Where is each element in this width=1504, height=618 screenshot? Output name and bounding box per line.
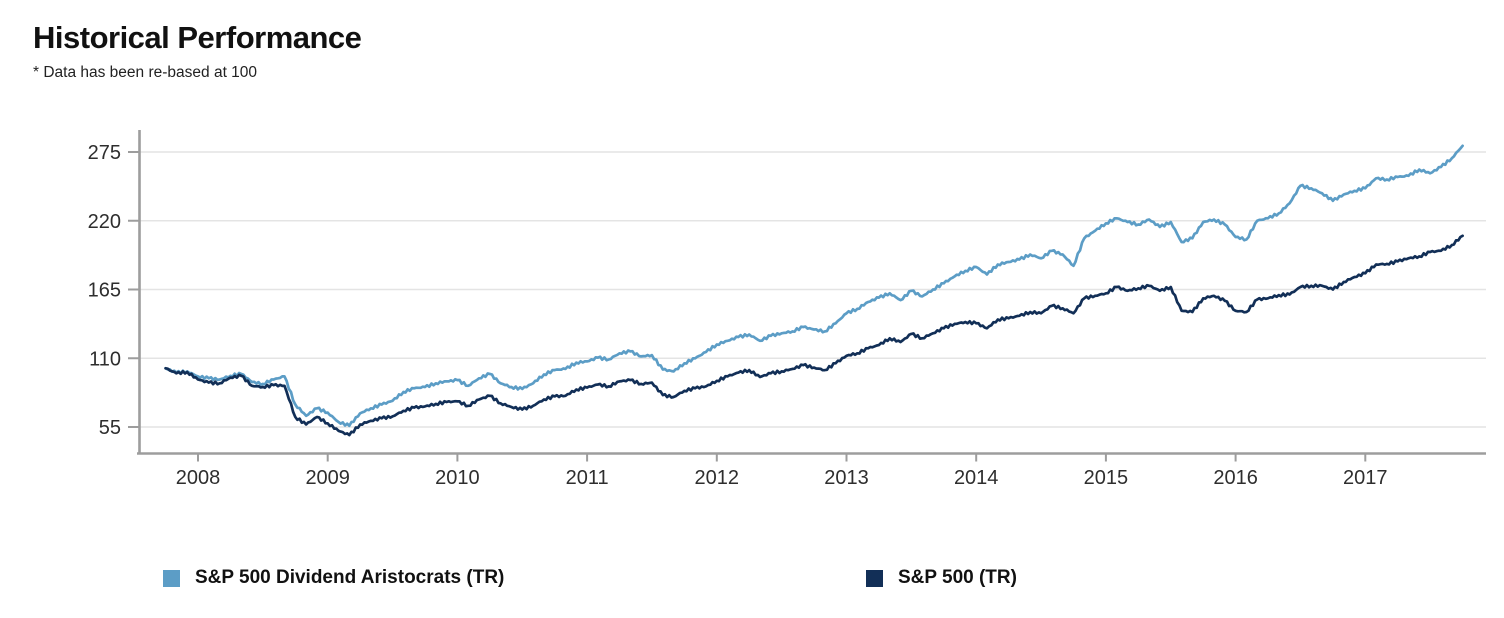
y-tick-label: 165 [88,280,121,302]
legend-swatch-aristocrats-icon [163,569,180,587]
x-tick-label: 2013 [824,467,869,489]
x-tick-label: 2009 [305,467,350,489]
legend-item-sp500: S&P 500 (TR) [866,567,1017,589]
y-tick-label: 55 [99,417,121,439]
x-tick-label: 2008 [176,467,221,489]
chart-legend: S&P 500 Dividend Aristocrats (TR) S&P 50… [0,567,1504,597]
x-tick-label: 2012 [695,467,740,489]
series-line-sp500 [164,234,1464,437]
y-tick-label: 275 [88,142,121,164]
rebase-note: * Data has been re-based at 100 [33,64,258,81]
x-tick-label: 2010 [435,467,480,489]
x-tick-label: 2011 [566,467,609,489]
legend-swatch-sp500-icon [866,569,883,587]
x-tick-label: 2017 [1343,467,1388,489]
legend-label-aristocrats: S&P 500 Dividend Aristocrats (TR) [195,567,505,588]
x-tick-label: 2014 [954,467,999,489]
series-line-aristocrats [164,144,1464,428]
y-tick-label: 110 [89,348,121,370]
x-tick-label: 2016 [1213,467,1258,489]
x-tick-label: 2015 [1084,467,1129,489]
legend-label-sp500: S&P 500 (TR) [898,567,1017,588]
legend-item-aristocrats: S&P 500 Dividend Aristocrats (TR) [163,567,504,589]
performance-line-chart: 275 220 165 110 55 2008 2009 2010 2011 2012 2013 20… [88,130,1486,489]
y-tick-label: 220 [88,211,121,233]
page-title: Historical Performance [33,20,362,55]
